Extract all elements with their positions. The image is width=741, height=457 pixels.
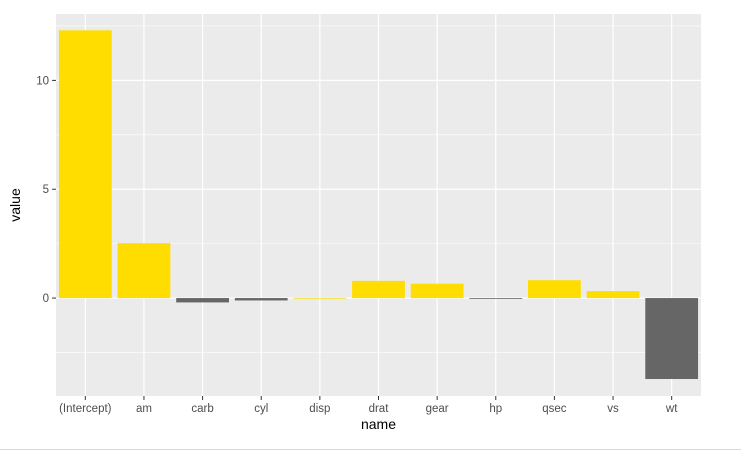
- bar-drat: [352, 280, 405, 299]
- x-tick-label: disp: [309, 403, 330, 415]
- bar-gear: [410, 283, 464, 299]
- y-tick-label: 0: [43, 293, 49, 305]
- bar-disp: [293, 297, 347, 299]
- y-axis-title: value: [7, 188, 23, 222]
- y-tick-label: 5: [43, 184, 49, 196]
- bar-intercept: [58, 30, 112, 299]
- x-tick-label: vs: [607, 403, 619, 415]
- bottom-divider: [0, 449, 741, 450]
- x-tick-label: am: [136, 403, 152, 415]
- x-tick-label: hp: [489, 403, 502, 415]
- bar-am: [117, 243, 171, 299]
- x-tick-label: drat: [369, 403, 390, 415]
- bar-vs: [586, 291, 640, 299]
- x-tick-label: carb: [191, 403, 213, 415]
- y-tick-label: 10: [36, 75, 49, 87]
- x-axis-title: name: [361, 416, 396, 432]
- x-tick-label: gear: [426, 403, 449, 415]
- x-axis: (Intercept) am carb cyl disp drat gear hp qsec vs…: [59, 396, 678, 415]
- y-axis: 0 5 10: [36, 75, 56, 305]
- x-tick-label: cyl: [254, 403, 268, 415]
- x-tick-label: wt: [665, 403, 678, 415]
- bars: [58, 30, 699, 380]
- bar-cyl: [234, 298, 288, 301]
- bar-wt: [645, 298, 699, 380]
- bar-hp: [469, 298, 523, 299]
- x-tick-label: qsec: [542, 403, 567, 415]
- bar-carb: [176, 298, 229, 303]
- bar-qsec: [528, 280, 581, 299]
- x-tick-label: (Intercept): [59, 403, 112, 415]
